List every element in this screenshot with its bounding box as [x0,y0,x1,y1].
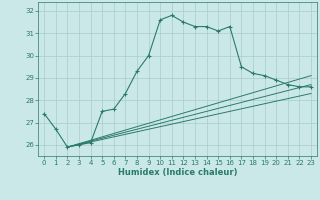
X-axis label: Humidex (Indice chaleur): Humidex (Indice chaleur) [118,168,237,177]
